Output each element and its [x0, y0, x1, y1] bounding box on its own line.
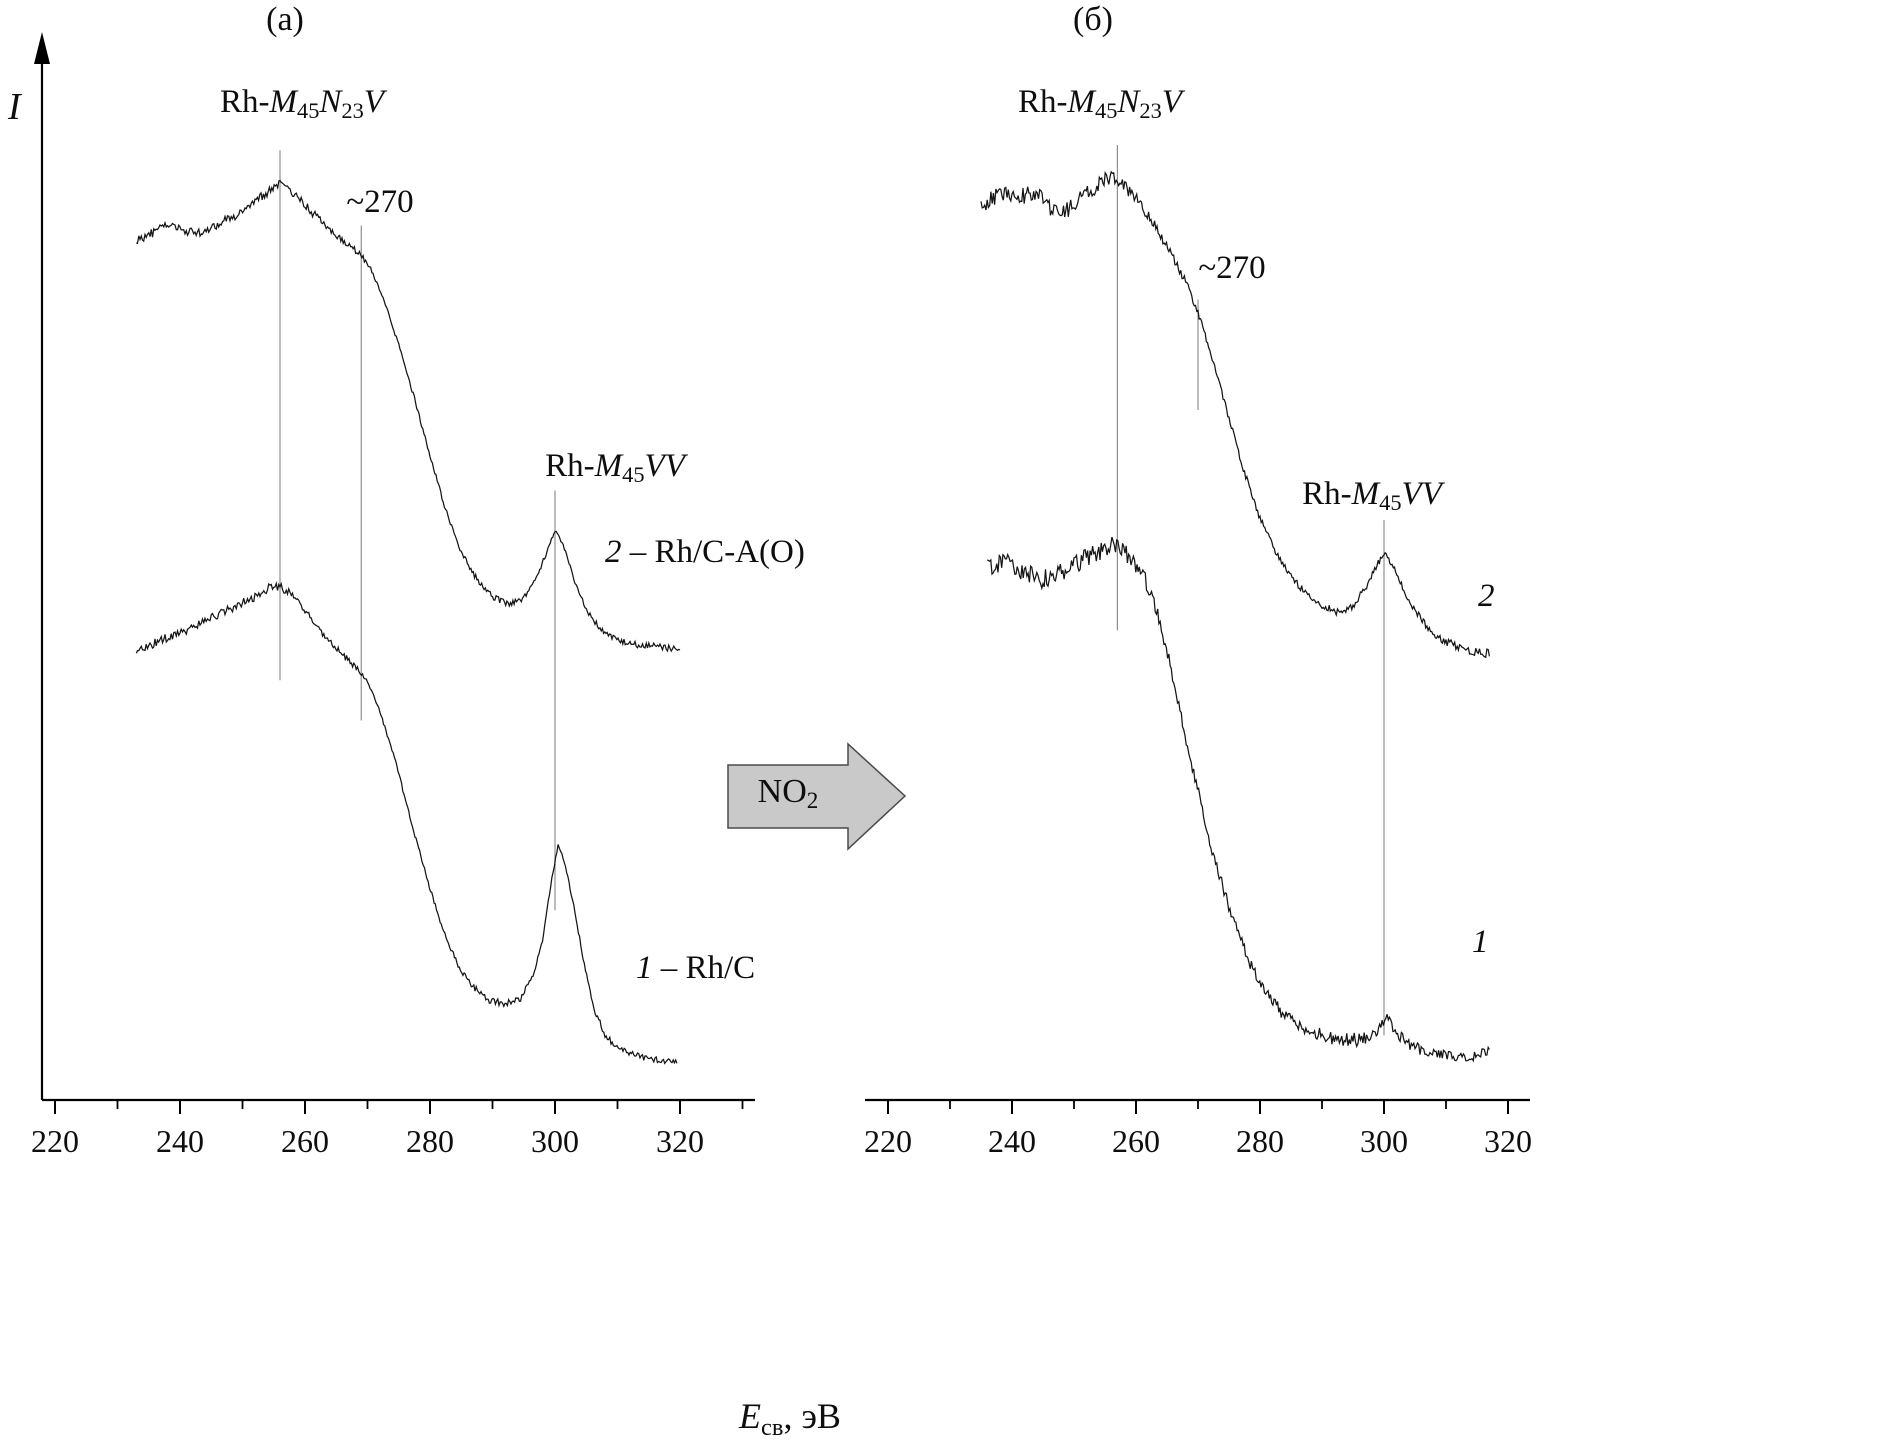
- shoulder-270-label-panel-b: ~270: [1198, 250, 1266, 286]
- no2-arrow-label: NO2: [757, 773, 819, 815]
- spectrum-curve-a-1: [136, 179, 681, 653]
- curve-2-label-panel-a: 2 – Rh/C-A(O): [605, 534, 805, 570]
- peak-label-m45n23v-panel-b: Rh-M45N23V: [1017, 84, 1183, 124]
- shoulder-270-label-panel-a: ~270: [346, 184, 414, 220]
- tick-label-b-240: 240: [988, 1123, 1036, 1159]
- spectrum-curve-b-2: [986, 536, 1490, 1063]
- tick-label-a-240: 240: [156, 1123, 204, 1159]
- tick-label-a-260: 260: [281, 1123, 329, 1159]
- spectrum-curve-b-1: [980, 170, 1491, 659]
- tick-label-b-260: 260: [1112, 1123, 1160, 1159]
- tick-label-b-320: 320: [1484, 1123, 1532, 1159]
- y-axis-arrowhead-icon: [34, 32, 50, 64]
- tick-label-a-220: 220: [31, 1123, 79, 1159]
- spectrum-curve-a-2: [135, 580, 678, 1065]
- tick-label-b-220: 220: [864, 1123, 912, 1159]
- panel-a-title: (а): [266, 1, 304, 38]
- tick-label-b-300: 300: [1360, 1123, 1408, 1159]
- tick-label-a-300: 300: [531, 1123, 579, 1159]
- y-axis-label: I: [8, 86, 21, 128]
- curve-1-label-panel-a: 1 – Rh/C: [636, 950, 756, 986]
- peak-label-m45vv-panel-b: Rh-M45VV: [1302, 476, 1442, 516]
- tick-label-b-280: 280: [1236, 1123, 1284, 1159]
- curve-1-label-panel-b: 1: [1472, 924, 1489, 960]
- curve-2-label-panel-b: 2: [1478, 578, 1495, 614]
- peak-label-m45n23v-panel-a: Rh-M45N23V: [219, 84, 385, 124]
- tick-label-a-320: 320: [656, 1123, 704, 1159]
- panel-b-title: (б): [1073, 1, 1113, 38]
- no2-arrow: [727, 742, 907, 851]
- x-axis-label: Eсв, эВ: [739, 1396, 841, 1441]
- peak-label-m45vv-panel-a: Rh-M45VV: [545, 448, 685, 488]
- tick-label-a-280: 280: [406, 1123, 454, 1159]
